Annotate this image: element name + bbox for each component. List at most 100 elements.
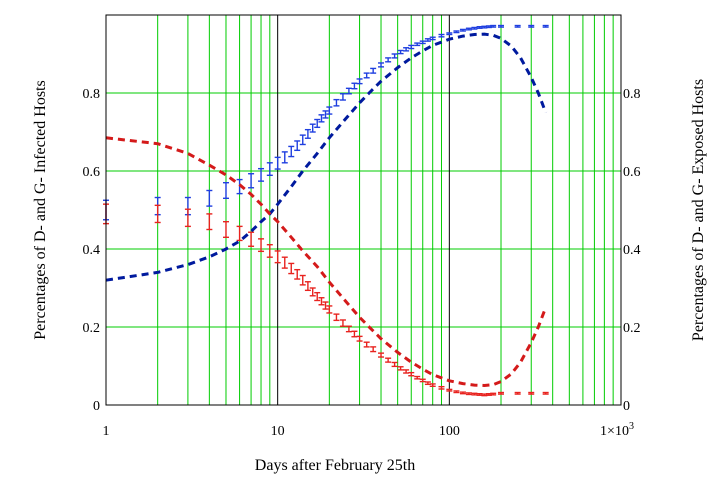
error-bar xyxy=(363,341,370,348)
error-bar xyxy=(258,238,265,253)
error-bar xyxy=(314,118,321,129)
y-tick-label-left: 0.8 xyxy=(83,87,101,102)
error-bar xyxy=(403,47,410,52)
error-bar xyxy=(542,391,549,395)
error-bar xyxy=(514,24,521,28)
series-3 xyxy=(105,136,548,388)
error-bar xyxy=(459,28,466,32)
error-bar xyxy=(419,378,426,383)
error-bar xyxy=(339,93,346,101)
error-bar xyxy=(281,151,288,164)
error-bar xyxy=(498,24,505,28)
error-bar xyxy=(304,128,311,139)
error-bar xyxy=(490,24,497,28)
y-axis-label-right: Percentages of D- and G- Exposed Hosts xyxy=(690,79,707,341)
error-bar xyxy=(258,167,265,182)
error-bar xyxy=(339,319,346,327)
error-bar xyxy=(248,173,255,189)
series-2 xyxy=(105,32,548,282)
x-tick-label: 10 xyxy=(271,424,285,439)
error-bar xyxy=(429,383,436,387)
x-tick-labels: 1 10 100 1×103 xyxy=(103,421,634,439)
error-bar xyxy=(391,53,398,59)
error-bar xyxy=(356,78,363,85)
error-bar xyxy=(385,357,392,363)
error-bar xyxy=(288,262,295,275)
error-bar xyxy=(465,392,472,396)
error-bar xyxy=(446,388,453,392)
error-bar xyxy=(294,268,301,280)
error-bar xyxy=(345,325,352,333)
error-bar xyxy=(403,369,410,374)
error-bar xyxy=(542,24,549,28)
error-bar xyxy=(397,366,404,371)
y-tick-label-left: 0 xyxy=(93,399,100,414)
x-tick-label-base: 1×10 xyxy=(600,424,629,439)
error-bar xyxy=(206,213,213,231)
plot-frame xyxy=(105,14,622,406)
error-bar xyxy=(326,106,333,115)
y-tick-label-right: 0.6 xyxy=(623,165,641,180)
error-bar xyxy=(309,287,316,297)
error-bar xyxy=(385,57,392,63)
error-bar xyxy=(419,40,426,45)
error-bar xyxy=(424,38,431,42)
error-bar xyxy=(266,162,273,176)
error-bar xyxy=(248,231,255,247)
series-line xyxy=(105,32,548,282)
y-tick-label-right: 0.4 xyxy=(623,243,641,258)
error-bar xyxy=(333,313,340,322)
series-layer xyxy=(103,24,549,397)
error-bar xyxy=(459,391,466,395)
error-bar xyxy=(471,26,478,30)
error-bar xyxy=(322,110,329,119)
error-bar xyxy=(453,390,460,394)
error-bar xyxy=(471,392,478,396)
x-tick-label: 1 xyxy=(103,424,110,439)
error-bar xyxy=(274,250,281,264)
series-line xyxy=(105,136,548,388)
error-bar xyxy=(378,352,385,358)
error-bar xyxy=(304,281,311,292)
series-0 xyxy=(103,24,549,221)
error-bar xyxy=(408,371,415,377)
error-bar xyxy=(465,27,472,31)
x-axis-label: Days after February 25th xyxy=(255,457,415,474)
error-bar xyxy=(490,392,497,396)
error-bar xyxy=(391,361,398,368)
error-bar xyxy=(222,220,229,239)
error-bar xyxy=(514,391,521,395)
error-bar xyxy=(351,82,358,90)
error-bar xyxy=(438,385,445,390)
error-bar xyxy=(498,391,505,395)
x-tick-label-last: 1×103 xyxy=(600,421,634,439)
error-bar xyxy=(294,140,301,152)
error-bar xyxy=(429,36,436,41)
error-bar xyxy=(438,33,445,38)
error-bar xyxy=(288,145,295,158)
error-bar xyxy=(408,44,415,50)
y-tick-label-right: 0.2 xyxy=(623,321,641,336)
error-bar xyxy=(281,256,288,269)
error-bar xyxy=(333,98,340,107)
x-tick-label-exponent: 3 xyxy=(629,421,634,432)
y-tick-label-left: 0.6 xyxy=(83,165,101,180)
error-bar xyxy=(356,335,363,342)
grid-major xyxy=(277,15,450,405)
error-bar xyxy=(528,391,535,395)
y-tick-labels-left: 0 0.2 0.4 0.6 0.8 xyxy=(83,87,101,414)
error-bar xyxy=(378,62,385,68)
error-bar xyxy=(314,291,321,302)
error-bar xyxy=(184,208,191,228)
y-tick-label-right: 0.8 xyxy=(623,87,641,102)
error-bar xyxy=(351,330,358,338)
error-bar xyxy=(299,134,306,146)
grid-minor xyxy=(106,15,621,405)
error-bar xyxy=(326,305,333,314)
error-bar xyxy=(266,244,273,258)
y-tick-label-right: 0 xyxy=(623,399,630,414)
error-bar xyxy=(318,297,325,306)
error-bar xyxy=(370,67,377,74)
error-bar xyxy=(528,24,535,28)
error-bar xyxy=(370,346,377,353)
